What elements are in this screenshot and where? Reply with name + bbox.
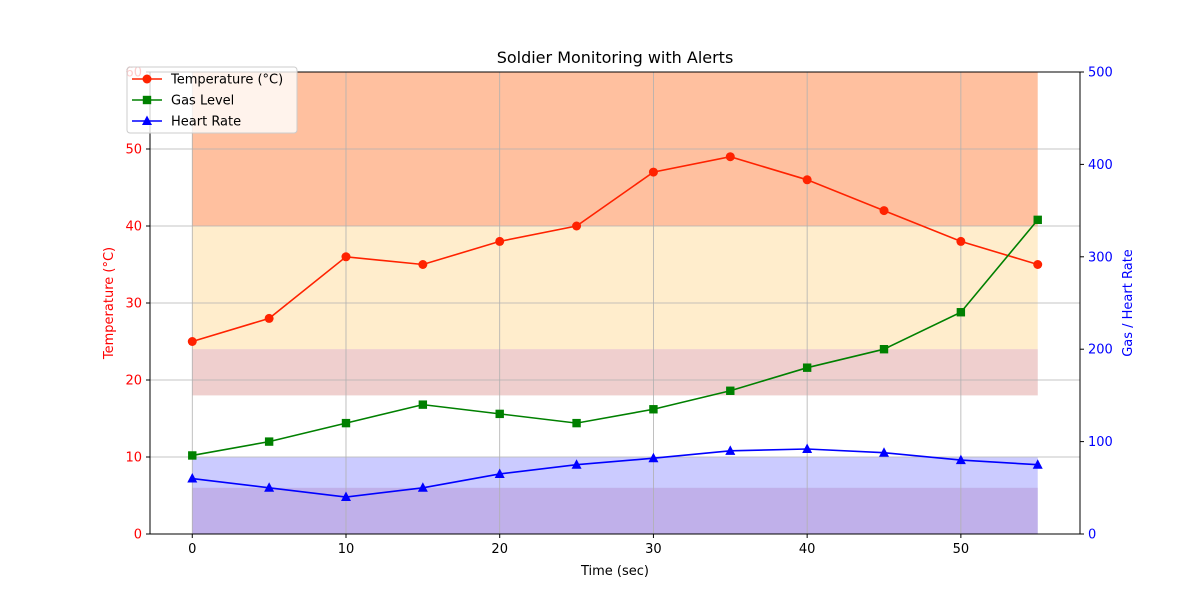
data-point bbox=[726, 386, 735, 395]
data-point bbox=[264, 482, 275, 492]
y-left-tick-label: 0 bbox=[134, 528, 142, 543]
y-left-tick-label: 10 bbox=[125, 451, 142, 466]
data-point bbox=[571, 459, 582, 469]
series-line-0 bbox=[192, 155, 1038, 343]
alert-band-5 bbox=[192, 487, 1038, 534]
data-point bbox=[572, 221, 582, 231]
series-layer bbox=[187, 152, 1043, 502]
data-point bbox=[418, 400, 428, 409]
data-point bbox=[494, 468, 505, 478]
data-point bbox=[418, 260, 428, 269]
y-right-tick-label: 100 bbox=[1088, 435, 1113, 450]
x-tick-label: 40 bbox=[799, 542, 816, 557]
data-point bbox=[725, 445, 736, 455]
legend-marker bbox=[142, 115, 152, 125]
data-point bbox=[264, 437, 274, 446]
data-point bbox=[955, 454, 966, 465]
data-point bbox=[495, 409, 504, 419]
y-left-tick-label: 30 bbox=[125, 297, 142, 312]
data-point bbox=[879, 206, 889, 216]
data-point bbox=[802, 443, 813, 453]
legend-label: Gas Level bbox=[171, 94, 234, 109]
legend-marker bbox=[142, 95, 152, 105]
alert-band-2 bbox=[192, 349, 1038, 396]
x-tick-label: 0 bbox=[188, 542, 196, 557]
y-right-tick-label: 400 bbox=[1088, 158, 1113, 173]
data-point bbox=[1033, 260, 1043, 269]
data-point bbox=[417, 482, 428, 492]
y-right-tick-label: 300 bbox=[1088, 250, 1113, 265]
data-point bbox=[495, 236, 505, 246]
legend: Temperature (°C) Gas Level Heart Rate bbox=[126, 66, 298, 134]
legend-label: Temperature (°C) bbox=[170, 73, 283, 88]
data-point bbox=[802, 363, 812, 372]
data-point bbox=[1033, 215, 1042, 225]
series-line-1 bbox=[192, 219, 1039, 457]
data-point bbox=[187, 337, 197, 346]
y-axis-right-label: Gas / Heart Rate bbox=[1121, 249, 1136, 357]
x-axis-label: Time (sec) bbox=[580, 564, 649, 579]
data-point bbox=[648, 452, 659, 463]
data-point bbox=[802, 175, 812, 185]
x-tick-label: 50 bbox=[953, 542, 970, 557]
legend-label: Heart Rate bbox=[171, 115, 241, 130]
data-point bbox=[188, 451, 197, 460]
data-point bbox=[725, 152, 735, 162]
legend-box bbox=[126, 66, 298, 134]
data-point bbox=[879, 447, 890, 457]
y-left-tick-label: 20 bbox=[125, 374, 142, 389]
x-tick-label: 20 bbox=[491, 542, 508, 557]
data-point bbox=[341, 252, 351, 262]
data-point bbox=[572, 418, 581, 428]
data-point bbox=[341, 418, 351, 428]
data-point bbox=[187, 473, 198, 483]
x-tick-label: 10 bbox=[338, 542, 355, 557]
y-axis-left-label: Temperature (°C) bbox=[102, 247, 117, 360]
data-point bbox=[648, 167, 658, 177]
y-left-tick-label: 50 bbox=[125, 143, 142, 158]
y-right-tick-label: 500 bbox=[1088, 66, 1113, 81]
data-point bbox=[649, 405, 658, 414]
y-right-tick-label: 0 bbox=[1088, 528, 1096, 543]
legend-marker bbox=[142, 74, 152, 84]
y-right-tick-label: 200 bbox=[1088, 343, 1113, 358]
alert-band-1 bbox=[192, 226, 1038, 350]
data-point bbox=[879, 345, 889, 354]
y-left-tick-label: 40 bbox=[125, 220, 142, 235]
data-point bbox=[340, 491, 351, 502]
alert-band-3 bbox=[192, 349, 1038, 396]
data-point bbox=[956, 236, 966, 246]
data-point bbox=[264, 313, 274, 323]
data-point bbox=[1032, 459, 1043, 469]
data-point bbox=[956, 308, 966, 317]
chart-title: Soldier Monitoring with Alerts bbox=[497, 48, 734, 67]
x-tick-label: 30 bbox=[645, 542, 662, 557]
series-line-2 bbox=[192, 448, 1038, 498]
